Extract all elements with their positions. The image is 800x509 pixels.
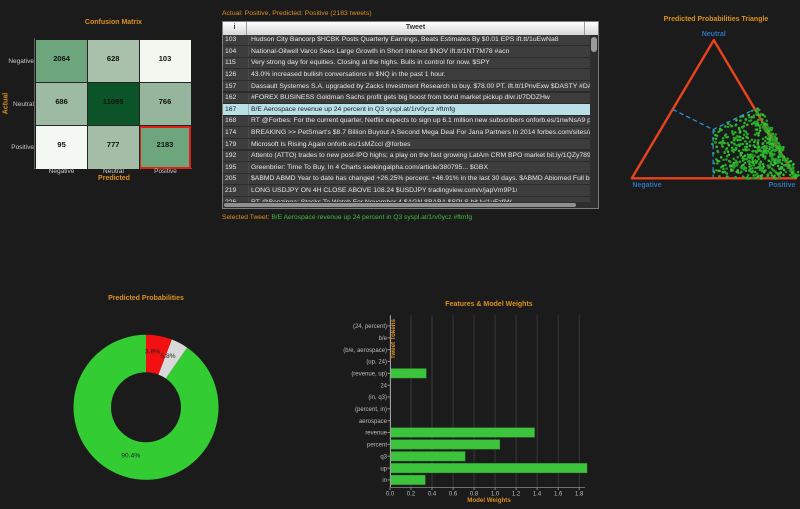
svg-text:3.8%: 3.8% — [145, 349, 160, 356]
svg-text:in: in — [382, 478, 387, 484]
svg-text:1.6: 1.6 — [554, 492, 563, 498]
svg-text:Features & Model Weights: Features & Model Weights — [445, 301, 532, 308]
svg-text:(percent, in): (percent, in) — [355, 407, 387, 413]
svg-text:24: 24 — [380, 383, 387, 389]
svg-text:0.6: 0.6 — [449, 492, 458, 498]
svg-text:1.0: 1.0 — [491, 492, 500, 498]
svg-text:(in, q3): (in, q3) — [368, 395, 387, 401]
svg-text:(b/e, aerospace): (b/e, aerospace) — [343, 348, 387, 354]
svg-text:b/e: b/e — [379, 336, 388, 342]
svg-text:(up, 24): (up, 24) — [366, 360, 387, 366]
svg-text:0.4: 0.4 — [428, 492, 437, 498]
svg-text:percent: percent — [367, 443, 387, 449]
svg-text:Positive: Positive — [769, 182, 796, 189]
svg-text:q3: q3 — [380, 454, 387, 460]
svg-text:revenue: revenue — [365, 431, 387, 437]
svg-text:0.2: 0.2 — [407, 492, 416, 498]
svg-text:1.4: 1.4 — [533, 492, 542, 498]
svg-text:5.8%: 5.8% — [160, 353, 175, 360]
svg-text:(revenue, up): (revenue, up) — [351, 372, 387, 378]
svg-text:0.8: 0.8 — [470, 492, 479, 498]
svg-text:Tweet Tokens: Tweet Tokens — [390, 318, 397, 359]
svg-text:90.4%: 90.4% — [121, 453, 140, 460]
svg-text:Negative: Negative — [632, 182, 661, 189]
svg-text:Neutral: Neutral — [702, 31, 726, 38]
svg-text:Predicted Probabilities Triang: Predicted Probabilities Triangle — [664, 16, 769, 23]
svg-text:1.2: 1.2 — [512, 492, 521, 498]
svg-text:0.0: 0.0 — [386, 492, 395, 498]
svg-text:up: up — [380, 466, 387, 472]
svg-text:aerospace: aerospace — [359, 419, 388, 425]
svg-text:Predicted Probabilities: Predicted Probabilities — [108, 295, 184, 302]
svg-text:(24, percent): (24, percent) — [353, 324, 387, 330]
svg-text:Model Weights: Model Weights — [467, 497, 511, 504]
svg-text:1.8: 1.8 — [575, 492, 584, 498]
